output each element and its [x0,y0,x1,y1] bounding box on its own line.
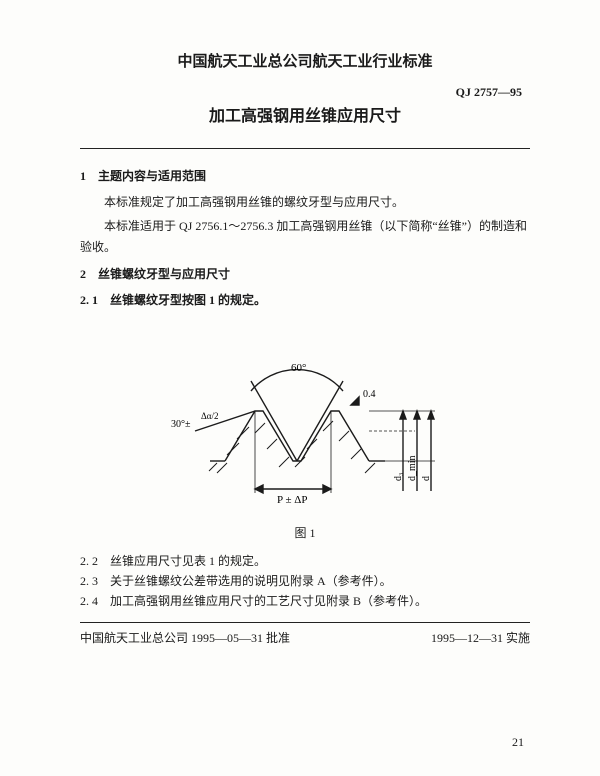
section-1-heading: 1 主题内容与适用范围 [80,167,530,184]
footer-row: 中国航天工业总公司 1995—05—31 批准 1995—12—31 实施 [80,629,530,646]
org-title: 中国航天工业总公司航天工业行业标准 [80,50,530,71]
figure-1: 60° 30°± Δα/2 0.4 P ± ΔP d₃ d_min d [80,331,530,516]
section-1-para-2: 本标准适用于 QJ 2756.1～2756.3 加工高强钢用丝锥（以下简称“丝锥… [80,216,530,257]
d-label: d [421,476,432,481]
d3-label: d₃ [393,472,404,481]
item-2-4: 2. 4 加工高强钢用丝锥应用尺寸的工艺尺寸见附录 B（参考件）。 [80,591,530,611]
effective-date: 1995—12—31 实施 [431,629,530,646]
angle-60-label: 60° [291,362,306,374]
figure-1-caption: 图 1 [80,524,530,541]
page-number: 21 [512,735,524,750]
section-2-heading: 2 丝锥螺纹牙型与应用尺寸 [80,265,530,282]
document-title: 加工高强钢用丝锥应用尺寸 [80,102,530,126]
angle-30-label: 30°± [171,419,191,430]
angle-30-tol: Δα/2 [201,411,219,421]
item-2-2: 2. 2 丝锥应用尺寸见表 1 的规定。 [80,551,530,571]
pitch-label: P ± ΔP [277,494,307,506]
title-divider [80,148,530,149]
thread-profile-diagram: 60° 30°± Δα/2 0.4 P ± ΔP d₃ d_min d [155,331,455,511]
approval-date: 中国航天工业总公司 1995—05—31 批准 [80,629,290,646]
section-1-para-1: 本标准规定了加工高强钢用丝锥的螺纹牙型与应用尺寸。 [80,192,530,212]
standard-code: QJ 2757—95 [80,85,530,100]
footer-divider [80,622,530,623]
item-2-3: 2. 3 关于丝锥螺纹公差带选用的说明见附录 A（参考件）。 [80,571,530,591]
tip-radius-label: 0.4 [363,389,376,400]
dmin-label: d_min [407,455,418,481]
document-page: 中国航天工业总公司航天工业行业标准 QJ 2757—95 加工高强钢用丝锥应用尺… [0,0,600,776]
section-2-1: 2. 1 丝锥螺纹牙型按图 1 的规定。 [80,290,530,310]
